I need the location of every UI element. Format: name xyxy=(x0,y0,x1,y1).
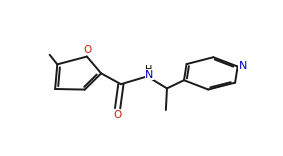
Text: H: H xyxy=(145,65,152,75)
Text: O: O xyxy=(113,110,122,120)
Text: N: N xyxy=(239,61,247,71)
Text: O: O xyxy=(83,45,91,55)
Text: N: N xyxy=(145,70,154,80)
